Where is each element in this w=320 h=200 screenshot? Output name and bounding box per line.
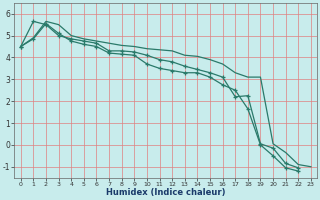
X-axis label: Humidex (Indice chaleur): Humidex (Indice chaleur) (106, 188, 226, 197)
